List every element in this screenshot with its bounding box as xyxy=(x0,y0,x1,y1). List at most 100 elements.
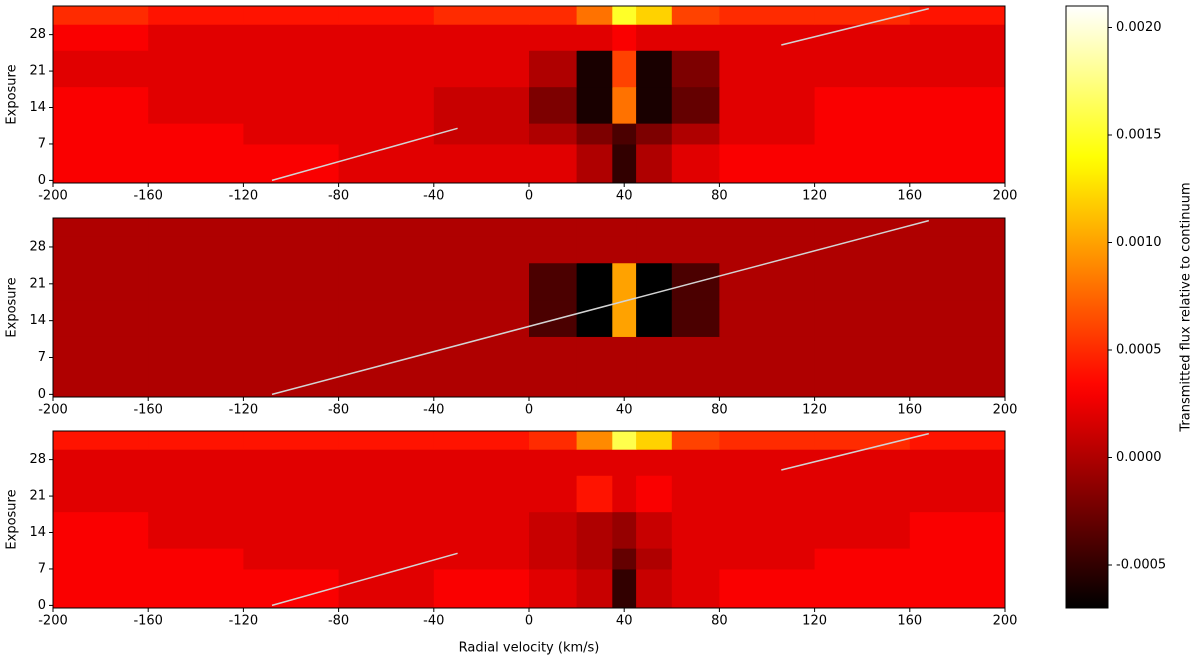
heatmap-cell xyxy=(148,431,244,450)
heatmap-cell xyxy=(671,511,720,549)
heatmap-cell xyxy=(671,336,720,359)
heatmap-cell xyxy=(148,511,244,549)
heatmap-cell xyxy=(148,548,244,570)
heatmap-cell xyxy=(909,218,1006,237)
colorbar-label: Transmitted flux relative to continuum xyxy=(1179,182,1194,432)
heatmap-cell xyxy=(909,449,1006,476)
heatmap-cell xyxy=(909,475,1006,513)
colorbar-tick-label: 0.0000 xyxy=(1116,450,1162,465)
heatmap-cell xyxy=(529,449,578,476)
heatmap-cell xyxy=(433,86,530,124)
heatmap-cell xyxy=(814,6,911,25)
heatmap-cell xyxy=(909,236,1006,264)
heatmap-cell xyxy=(671,236,720,264)
heatmap-cell xyxy=(636,431,673,450)
heatmap-cell xyxy=(612,431,637,450)
heatmap-cell xyxy=(576,86,613,124)
x-tick-label: 0 xyxy=(525,614,533,629)
heatmap-cell xyxy=(636,568,673,609)
x-tick-label: 200 xyxy=(993,403,1018,418)
heatmap-cell xyxy=(243,449,340,476)
heatmap-cell xyxy=(243,336,340,359)
heatmap-cell xyxy=(53,218,149,237)
heatmap-cell xyxy=(53,262,149,301)
y-tick-label: 21 xyxy=(29,276,46,291)
heatmap-cell xyxy=(433,24,530,51)
heatmap-cell xyxy=(53,299,149,337)
heatmap-cell xyxy=(814,143,911,184)
heatmap-cell xyxy=(576,568,613,609)
heatmap-cell xyxy=(338,262,435,301)
heatmap-cell xyxy=(529,218,578,237)
heatmap-cell xyxy=(612,123,637,145)
heatmap-cell xyxy=(529,548,578,570)
heatmap-cell xyxy=(243,431,340,450)
heatmap-cell xyxy=(814,548,911,570)
heatmap-cell xyxy=(529,86,578,124)
heatmap-cell xyxy=(433,143,530,184)
heatmap-cell xyxy=(909,123,1006,145)
heatmap-cell xyxy=(148,449,244,476)
x-tick-label: -40 xyxy=(423,189,444,204)
x-tick-label: -160 xyxy=(133,614,163,629)
x-tick-label: 120 xyxy=(802,614,827,629)
heatmap-cell xyxy=(576,218,613,237)
heatmap-cell xyxy=(148,24,244,51)
heatmap-cell xyxy=(529,123,578,145)
heatmap-cell xyxy=(909,24,1006,51)
heatmap-cell xyxy=(636,299,673,337)
heatmap-cell xyxy=(814,357,911,398)
x-tick-label: 120 xyxy=(802,189,827,204)
heatmap-cell xyxy=(636,357,673,398)
heatmap-cell xyxy=(719,123,816,145)
heatmap-cell xyxy=(814,218,911,237)
heatmap-cell xyxy=(612,262,637,301)
heatmap-cell xyxy=(433,511,530,549)
heatmap-cell xyxy=(148,236,244,264)
heatmap-cell xyxy=(338,299,435,337)
heatmap-cell xyxy=(433,262,530,301)
heatmap-cell xyxy=(433,357,530,398)
heatmap-cell xyxy=(909,86,1006,124)
heatmap-cell xyxy=(814,24,911,51)
heatmap-cell xyxy=(814,475,911,513)
heatmap-cell xyxy=(433,568,530,609)
heatmap-cell xyxy=(719,449,816,476)
heatmap-cell xyxy=(433,6,530,25)
heatmap-cell xyxy=(576,123,613,145)
heatmap-cell xyxy=(612,143,637,184)
x-tick-label: 80 xyxy=(711,189,728,204)
heatmap-cell xyxy=(53,143,149,184)
heatmap-cell xyxy=(433,548,530,570)
heatmap-cell xyxy=(671,431,720,450)
heatmap-cell xyxy=(529,568,578,609)
x-tick-label: -160 xyxy=(133,403,163,418)
heatmap-cell xyxy=(612,218,637,237)
heatmap-cell xyxy=(529,336,578,359)
heatmap-cell xyxy=(671,262,720,301)
heatmap-cell xyxy=(338,475,435,513)
heatmap-cell xyxy=(433,50,530,88)
heatmap-cell xyxy=(148,336,244,359)
trace-line xyxy=(271,7,929,182)
heatmap-cell xyxy=(53,50,149,88)
heatmap-cell xyxy=(148,475,244,513)
heatmap-cell xyxy=(148,218,244,237)
heatmap-cell xyxy=(338,24,435,51)
heatmap-cell xyxy=(148,50,244,88)
heatmap-cell xyxy=(53,236,149,264)
heatmap-cell xyxy=(636,262,673,301)
heatmap-cell xyxy=(719,50,816,88)
heatmap-cell xyxy=(814,568,911,609)
heatmap-cell xyxy=(148,262,244,301)
heatmap-cell xyxy=(338,123,435,145)
heatmap-cell xyxy=(53,511,149,549)
heatmap-cell xyxy=(612,236,637,264)
heatmap-cell xyxy=(529,24,578,51)
heatmap-cell xyxy=(433,336,530,359)
heatmap-cell xyxy=(719,236,816,264)
heatmap-cell xyxy=(53,475,149,513)
trace-line xyxy=(271,432,929,607)
heatmap-cell xyxy=(671,357,720,398)
heatmap-cell xyxy=(243,50,340,88)
